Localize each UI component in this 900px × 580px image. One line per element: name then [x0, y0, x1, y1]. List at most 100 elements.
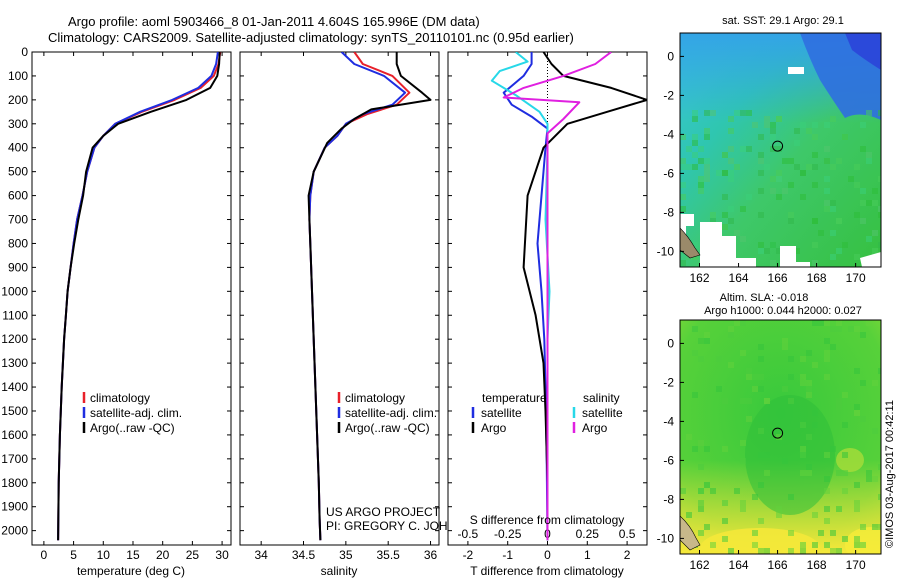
y-tick-label: 1000 — [1, 284, 28, 298]
map-y-tick-label: -6 — [663, 166, 674, 180]
x-tick-label: 25 — [186, 548, 200, 562]
y-tick-label: 1800 — [1, 476, 28, 490]
map-y-tick-label: -2 — [663, 88, 674, 102]
y-tick-label: 1900 — [1, 500, 28, 514]
series-line-t-satellite — [502, 52, 549, 541]
difference-top-xlabel: S difference from climatology — [470, 513, 625, 527]
salinity-legend: climatology satellite-adj. clim. Argo(..… — [337, 391, 437, 435]
map-y-tick-label: 0 — [667, 336, 674, 350]
pi-annotation: PI: GREGORY C. JOHNSON — [326, 519, 482, 533]
x-tick-label: 5 — [70, 548, 77, 562]
series-line-t-argo — [522, 52, 647, 541]
legend-label-t-argo: Argo — [481, 421, 507, 435]
sst-map-field — [680, 33, 881, 267]
temperature-legend: climatology satellite-adj. clim. Argo(..… — [82, 391, 182, 435]
legend-label-climatology: climatology — [90, 391, 150, 405]
legend-title-salinity: salinity — [583, 391, 620, 405]
y-tick-label: 1100 — [2, 308, 28, 322]
argo-position-marker — [772, 140, 784, 152]
y-tick-label: 600 — [8, 189, 28, 203]
y-tick-label: 1300 — [1, 356, 28, 370]
map-x-tick-label: 164 — [729, 558, 749, 572]
x-tick-label: 1 — [584, 548, 591, 562]
map-y-tick-label: -10 — [657, 244, 675, 258]
y-tick-label: 1600 — [1, 428, 28, 442]
x-tick-label: 34.5 — [292, 548, 316, 562]
project-annotation: US ARGO PROJECT — [326, 505, 441, 519]
legend-label-s-argo: Argo — [582, 421, 608, 435]
legend-title-temperature: temperature — [482, 391, 547, 405]
x-tick-label: 2 — [624, 548, 631, 562]
map-x-tick-label: 164 — [729, 271, 749, 285]
series-line-argo-raw-qc- — [57, 52, 221, 541]
map-y-tick-label: -10 — [657, 531, 675, 545]
map-x-tick-label: 166 — [768, 558, 788, 572]
map-x-tick-label: 166 — [768, 271, 788, 285]
series-line-argo-raw-qc- — [307, 52, 432, 541]
series-line-s-argo — [502, 52, 612, 541]
y-tick-label: 1200 — [1, 332, 28, 346]
difference-legend: temperature satellite Argo salinity sate… — [471, 391, 623, 435]
difference-xlabel: T difference from climatology — [470, 564, 624, 578]
top-x-tick-label: -0.25 — [494, 527, 522, 541]
figure-title-line2: Climatology: CARS2009. Satellite-adjuste… — [48, 30, 574, 45]
y-tick-label: 300 — [8, 117, 28, 131]
legend-label-argo: Argo(..raw -QC) — [90, 421, 175, 435]
temperature-panel: 0100200300400500600700800900100011001200… — [1, 45, 232, 578]
top-x-tick-label: 0.25 — [576, 527, 600, 541]
sla-map-frame — [679, 319, 882, 555]
sla-map-title-line1: Altim. SLA: -0.018 — [720, 292, 809, 304]
x-tick-label: -2 — [463, 548, 474, 562]
legend-label-satellite: satellite-adj. clim. — [90, 406, 182, 420]
y-tick-label: 1700 — [1, 452, 28, 466]
map-y-tick-label: -8 — [663, 205, 674, 219]
figure-title-line1: Argo profile: aoml 5903466_8 01-Jan-2011… — [68, 14, 480, 29]
x-tick-label: 35 — [339, 548, 353, 562]
sst-map-title: sat. SST: 29.1 Argo: 29.1 — [722, 15, 844, 27]
y-tick-label: 800 — [8, 236, 28, 250]
y-tick-label: 1400 — [1, 380, 28, 394]
map-x-tick-label: 170 — [846, 558, 866, 572]
map-x-tick-label: 170 — [846, 271, 866, 285]
map-x-tick-label: 168 — [807, 271, 827, 285]
x-tick-label: 10 — [97, 548, 111, 562]
sst-map-frame — [679, 32, 882, 268]
x-tick-label: 0 — [544, 548, 551, 562]
imos-timestamp: ©IMOS 03-Aug-2017 00:42:11 — [884, 400, 896, 548]
y-tick-label: 100 — [8, 69, 28, 83]
y-tick-label: 400 — [8, 141, 28, 155]
sla-map-title-line2: Argo h1000: 0.044 h2000: 0.027 — [704, 305, 862, 317]
salinity-xlabel: salinity — [321, 564, 358, 578]
temperature-xlabel: temperature (deg C) — [77, 564, 185, 578]
legend-label-s-satellite: satellite — [582, 406, 623, 420]
y-tick-label: 0 — [21, 45, 28, 59]
map-y-tick-label: -4 — [663, 414, 674, 428]
y-tick-label: 2000 — [1, 524, 28, 538]
x-tick-label: 34 — [254, 548, 268, 562]
sla-map-panel: Altim. SLA: -0.018 Argo h1000: 0.044 h20… — [657, 292, 882, 572]
map-y-tick-label: 0 — [667, 49, 674, 63]
legend-label-argo: Argo(..raw -QC) — [345, 421, 430, 435]
legend-label-t-satellite: satellite — [481, 406, 522, 420]
y-tick-label: 500 — [8, 165, 28, 179]
salinity-panel: 34 34.5 35 35.5 36 salinity climatology sate… — [239, 51, 482, 578]
y-tick-label: 700 — [8, 213, 28, 227]
x-tick-label: 20 — [156, 548, 170, 562]
y-tick-label: 900 — [8, 260, 28, 274]
x-tick-label: 15 — [126, 548, 140, 562]
top-x-tick-label: 0.5 — [619, 527, 636, 541]
x-tick-label: 30 — [215, 548, 229, 562]
map-y-tick-label: -8 — [663, 492, 674, 506]
map-y-tick-label: -4 — [663, 127, 674, 141]
map-y-tick-label: -6 — [663, 453, 674, 467]
x-tick-label: 0 — [41, 548, 48, 562]
map-x-tick-label: 162 — [689, 558, 709, 572]
argo-position-marker — [772, 427, 784, 439]
map-y-tick-label: -2 — [663, 375, 674, 389]
x-tick-label: -1 — [502, 548, 513, 562]
salinity-plot-frame — [239, 51, 440, 546]
y-tick-label: 1500 — [1, 404, 28, 418]
map-x-tick-label: 162 — [689, 271, 709, 285]
y-tick-label: 200 — [8, 93, 28, 107]
